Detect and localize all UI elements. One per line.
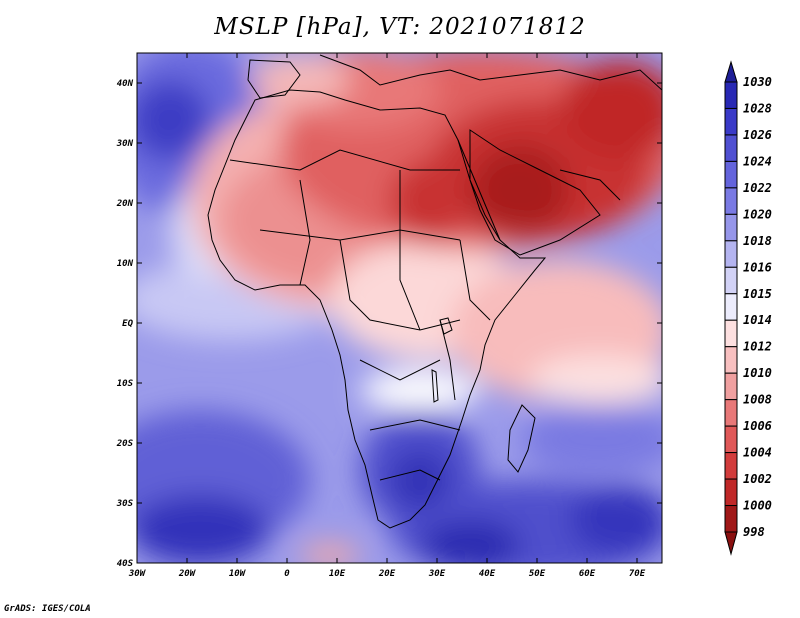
colorbar-segment: [724, 425, 738, 454]
colorbar-segment: [724, 452, 738, 480]
colorbar-segment: [724, 372, 738, 401]
colorbar-label: 1016: [743, 260, 772, 274]
colorbar-label: 1002: [743, 472, 772, 486]
map-frame: [136, 52, 663, 564]
lon-label: 30E: [428, 569, 446, 579]
colorbar-label: 1030: [743, 75, 772, 89]
lon-label: 60E: [579, 569, 596, 579]
lon-label: 20E: [378, 569, 396, 579]
colorbar-segment: [724, 213, 738, 242]
lat-label: 30N: [116, 139, 134, 149]
colorbar-label: 1018: [743, 234, 772, 248]
colorbar-label: 1014: [743, 313, 772, 327]
colorbar-label: 1000: [743, 499, 772, 513]
lon-label: 0: [284, 569, 290, 579]
credit-text: GrADS: IGES/COLA: [4, 604, 91, 614]
colorbar-top-arrow: [724, 60, 738, 83]
colorbar: 1030 1028 1026 1024 1022 1020 1018 1016 1015 1014…: [724, 60, 772, 556]
colorbar-label: 1012: [743, 340, 772, 354]
longitude-axis: 30W 20W 10W 0 10E 20E 30E 40E 50E 60E 70E: [128, 53, 646, 579]
lat-label: 10N: [117, 259, 134, 269]
colorbar-label: 1010: [743, 366, 772, 380]
colorbar-segment: [724, 240, 738, 268]
colorbar-label: 1026: [743, 128, 772, 142]
colorbar-label: 1008: [743, 393, 772, 407]
lat-label: 20N: [116, 199, 134, 209]
colorbar-label: 1022: [743, 181, 772, 195]
colorbar-segment: [724, 266, 738, 295]
colorbar-segment: [724, 160, 738, 189]
map-title: MSLP [hPa], VT: 2021071812: [214, 14, 586, 40]
colorbar-segment: [724, 478, 738, 507]
lon-label: 30W: [128, 569, 147, 579]
lat-label: EQ: [122, 319, 133, 329]
colorbar-segment: [724, 505, 738, 533]
lon-label: 40E: [479, 569, 496, 579]
lat-label: 10S: [117, 379, 134, 389]
lat-label: 20S: [116, 439, 134, 449]
lat-label: 40N: [117, 79, 134, 89]
lon-label: 70E: [629, 569, 646, 579]
coastlines: [207, 54, 662, 529]
colorbar-label: 1028: [743, 101, 772, 115]
colorbar-segment: [724, 399, 738, 427]
colorbar-segment: [724, 319, 738, 348]
colorbar-label: 1015: [743, 287, 772, 301]
colorbar-segment: [724, 293, 738, 321]
colorbar-label: 1006: [743, 419, 772, 433]
lon-label: 20W: [178, 569, 197, 579]
lon-label: 10W: [229, 569, 247, 579]
colorbar-label: 1024: [743, 154, 772, 168]
colorbar-bottom-arrow: [724, 531, 738, 556]
lon-label: 50E: [529, 569, 546, 579]
colorbar-label: 998: [743, 525, 765, 539]
colorbar-segment: [724, 134, 738, 162]
lat-label: 40S: [117, 559, 134, 569]
latitude-axis: 40N 30N 20N 10N EQ 10S 20S 30S 40S: [116, 79, 662, 569]
colorbar-segment: [724, 346, 738, 374]
colorbar-label: 1004: [743, 446, 772, 460]
pressure-field: [137, 53, 662, 563]
lon-label: 10E: [329, 569, 346, 579]
colorbar-segment: [724, 81, 738, 109]
lat-label: 30S: [116, 499, 134, 509]
colorbar-segment: [724, 187, 738, 215]
colorbar-segment: [724, 107, 738, 136]
colorbar-label: 1020: [743, 207, 772, 221]
